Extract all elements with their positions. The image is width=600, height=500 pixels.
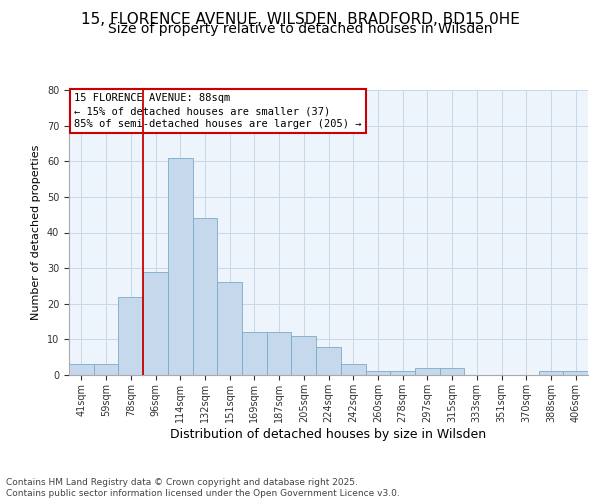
Bar bbox=[143, 272, 168, 375]
Bar bbox=[341, 364, 365, 375]
Bar bbox=[440, 368, 464, 375]
Y-axis label: Number of detached properties: Number of detached properties bbox=[31, 145, 41, 320]
Bar bbox=[267, 332, 292, 375]
Bar bbox=[118, 296, 143, 375]
Bar bbox=[563, 372, 588, 375]
Text: Size of property relative to detached houses in Wilsden: Size of property relative to detached ho… bbox=[108, 22, 492, 36]
Bar bbox=[242, 332, 267, 375]
Bar bbox=[316, 346, 341, 375]
Bar bbox=[168, 158, 193, 375]
Text: 15 FLORENCE AVENUE: 88sqm
← 15% of detached houses are smaller (37)
85% of semi-: 15 FLORENCE AVENUE: 88sqm ← 15% of detac… bbox=[74, 93, 362, 129]
Bar bbox=[69, 364, 94, 375]
Text: 15, FLORENCE AVENUE, WILSDEN, BRADFORD, BD15 0HE: 15, FLORENCE AVENUE, WILSDEN, BRADFORD, … bbox=[80, 12, 520, 28]
Bar bbox=[94, 364, 118, 375]
Bar bbox=[193, 218, 217, 375]
Bar bbox=[539, 372, 563, 375]
X-axis label: Distribution of detached houses by size in Wilsden: Distribution of detached houses by size … bbox=[170, 428, 487, 440]
Bar bbox=[217, 282, 242, 375]
Bar bbox=[415, 368, 440, 375]
Text: Contains HM Land Registry data © Crown copyright and database right 2025.
Contai: Contains HM Land Registry data © Crown c… bbox=[6, 478, 400, 498]
Bar bbox=[292, 336, 316, 375]
Bar bbox=[365, 372, 390, 375]
Bar bbox=[390, 372, 415, 375]
